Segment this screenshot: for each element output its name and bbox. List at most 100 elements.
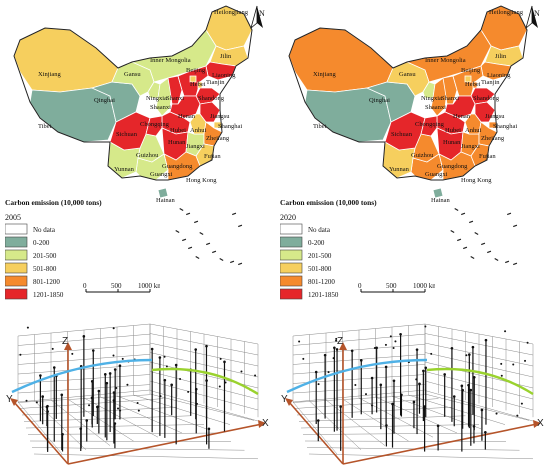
data-point <box>179 378 182 381</box>
island-mark <box>186 212 191 216</box>
grid-line <box>292 323 426 337</box>
data-point <box>472 375 476 379</box>
grid-line <box>308 453 534 460</box>
province-label-xinjiang: Xinjiang <box>313 71 336 78</box>
data-point <box>327 371 330 374</box>
trend-plot-2005: Z Y X <box>6 323 269 465</box>
island-mark <box>182 238 187 242</box>
province-sichuan <box>384 111 426 151</box>
data-point <box>150 347 154 351</box>
legend-swatch <box>280 236 303 248</box>
grid-line <box>424 380 534 411</box>
data-point <box>158 356 162 359</box>
data-point <box>187 390 190 393</box>
province-label-guizhou: Guizhou <box>136 152 159 159</box>
province-label-hubei: Hubei <box>445 127 461 134</box>
scale-tick-1000: 1000 km <box>138 282 160 290</box>
data-point <box>298 340 301 343</box>
island-mark <box>194 220 199 224</box>
data-point <box>205 379 208 382</box>
island-mark <box>474 232 479 236</box>
grid-line <box>292 333 426 346</box>
data-point <box>332 357 335 360</box>
data-point <box>422 369 425 373</box>
grid-line <box>149 333 259 356</box>
province-label-shandong: Shandong <box>473 95 500 102</box>
trend-curve-north-south <box>426 367 534 396</box>
grid-line <box>292 394 426 403</box>
province-label-inner-mongolia: Inner Mongolia <box>425 57 466 64</box>
scale-tick-500: 500 <box>111 282 122 290</box>
island-mark <box>480 242 486 246</box>
map-panel-2005: Heilongjiang Jilin Liaoning Inner Mongolia X… <box>0 0 275 310</box>
province-label-hebei: Hebei <box>465 81 481 88</box>
province-label-jiangxi: Jiangxi <box>461 143 480 150</box>
grid-line <box>149 380 259 411</box>
data-point <box>137 409 140 412</box>
data-point <box>90 380 94 383</box>
trend-panel-2005: Z Y X <box>0 312 275 472</box>
island-mark <box>454 208 459 212</box>
data-point <box>484 338 488 342</box>
island-mark <box>238 262 243 266</box>
data-point <box>379 383 383 387</box>
legend-title: Carbon emission (10,000 tons) <box>5 198 102 207</box>
data-point <box>400 393 403 397</box>
province-label-ningxia: Ningxia <box>146 95 167 102</box>
grid-line <box>424 323 534 345</box>
data-point <box>39 374 42 377</box>
grid-line <box>33 453 259 460</box>
province-label-inner-mongolia: Inner Mongolia <box>150 57 191 64</box>
province-label-guangdong: Guangdong <box>437 163 468 170</box>
legend-label: 201-500 <box>308 252 332 260</box>
data-point <box>117 407 120 410</box>
grid-line <box>424 371 534 400</box>
legend-label: 1201-1850 <box>308 291 339 299</box>
x-axis <box>342 423 538 465</box>
province-label-chongqing: Chongqing <box>140 121 170 128</box>
data-point <box>108 372 112 375</box>
data-point <box>195 402 198 405</box>
province-chongqing <box>420 115 438 137</box>
data-point <box>96 405 99 409</box>
grid-line <box>408 394 506 425</box>
y-axis-label: Y <box>281 394 288 405</box>
scale-tick-500: 500 <box>386 282 397 290</box>
legend-swatch <box>280 288 303 300</box>
north-arrow: N <box>250 5 265 30</box>
province-beijing <box>189 75 197 83</box>
island-mark <box>229 260 235 264</box>
province-label-hainan: Hainan <box>156 197 176 204</box>
data-point <box>88 404 91 407</box>
province-xinjiang <box>13 27 119 93</box>
province-label-jilin: Jilin <box>220 53 232 60</box>
data-point <box>370 376 374 380</box>
data-point <box>504 330 507 333</box>
grid-line <box>50 399 111 446</box>
data-point <box>26 326 29 329</box>
province-label-henan: Henan <box>453 113 471 120</box>
data-point <box>412 400 416 404</box>
data-point <box>118 364 122 368</box>
data-point <box>240 370 243 373</box>
legend-swatch <box>5 275 28 287</box>
data-point <box>126 383 129 386</box>
data-point <box>469 388 473 392</box>
y-axis-arrow <box>285 398 293 406</box>
data-point <box>223 360 226 364</box>
grid-line <box>17 401 63 455</box>
x-axis-arrow <box>533 420 541 428</box>
data-point <box>452 395 456 398</box>
x-axis <box>67 423 263 465</box>
data-point <box>500 374 503 377</box>
island-mark <box>211 250 217 254</box>
province-label-henan: Henan <box>178 113 196 120</box>
data-point <box>165 365 168 368</box>
data-point <box>85 419 89 422</box>
data-point <box>365 393 367 396</box>
data-point <box>460 384 464 388</box>
z-axis-label: Z <box>62 336 68 347</box>
data-point <box>524 359 527 362</box>
z-axis-arrow <box>64 342 72 350</box>
choropleth-map-2005: Heilongjiang Jilin Liaoning Inner Mongolia X… <box>13 5 265 266</box>
